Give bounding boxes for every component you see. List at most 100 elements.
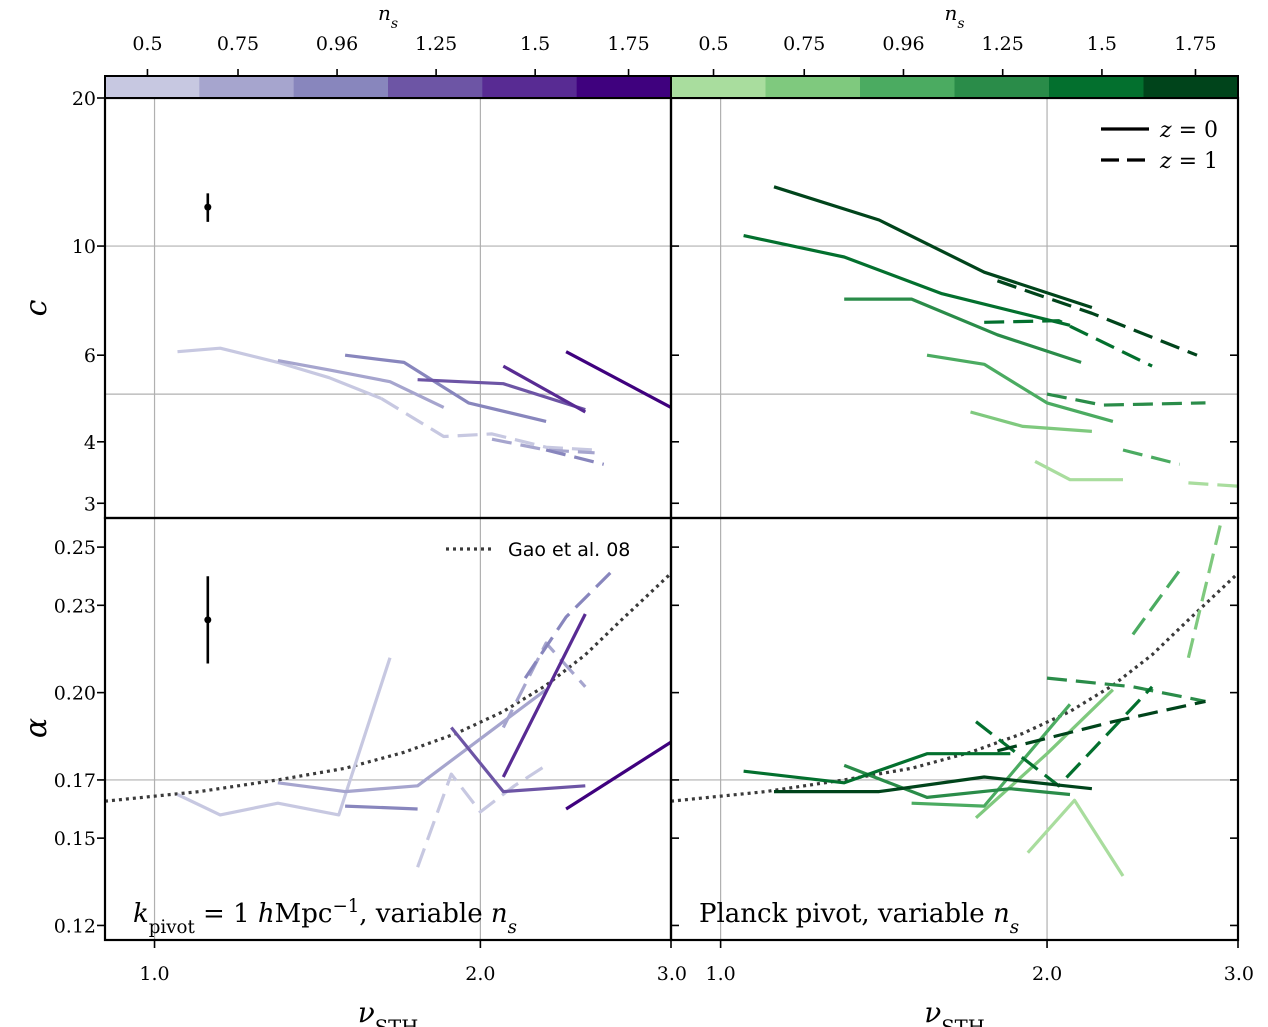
series-line-z0-ns0 bbox=[177, 346, 382, 400]
colorbar-layer bbox=[104, 69, 1239, 99]
colorbar-swatch bbox=[671, 76, 766, 98]
panel-annotation: kpivot = 1 hMpc−1, variable ns bbox=[133, 896, 517, 938]
series-line-z1-ns3 bbox=[1046, 676, 1206, 703]
colorbar-tick-label: 1.75 bbox=[607, 33, 649, 55]
x-axis-label: νSTH bbox=[358, 996, 419, 1027]
series-line-z0-ns1 bbox=[974, 688, 1115, 819]
y-tick-label-bottom: 0.17 bbox=[54, 770, 96, 792]
panel-frame bbox=[669, 516, 1240, 942]
y-axis-label-bottom: α bbox=[19, 718, 54, 738]
colorbar-swatch bbox=[576, 76, 672, 98]
series-line-z0-ns0 bbox=[176, 657, 392, 817]
series-line-z0-ns2 bbox=[344, 353, 547, 423]
series-line-z1-ns5 bbox=[997, 699, 1206, 753]
errorbar-point bbox=[204, 616, 212, 624]
colorbar-tick-label: 1.5 bbox=[520, 33, 550, 55]
series-line-z1-ns1 bbox=[501, 641, 587, 729]
colorbar-swatch bbox=[954, 76, 1050, 98]
colorbar-tick-label: 0.75 bbox=[217, 33, 259, 55]
colorbar-swatch bbox=[293, 76, 389, 98]
series-line-z0-ns4 bbox=[501, 613, 587, 778]
series-line-z1-ns0 bbox=[416, 764, 547, 868]
panel-annotation: Planck pivot, variable ns bbox=[699, 899, 1019, 938]
series-line-z0-ns5 bbox=[773, 185, 1093, 310]
text-layer: kpivot = 1 hMpc−1, variable ns Planck piv… bbox=[19, 1, 1254, 1027]
colorbar-tick-label: 0.96 bbox=[316, 33, 358, 55]
x-tick-label: 2.0 bbox=[465, 963, 495, 985]
y-tick-label-bottom: 0.25 bbox=[54, 537, 96, 559]
x-axis-label: νSTH bbox=[924, 996, 985, 1027]
colorbar-tick-label: 0.5 bbox=[698, 33, 728, 55]
x-tick-label: 2.0 bbox=[1032, 963, 1062, 985]
x-tick-label: 1.0 bbox=[706, 963, 736, 985]
colorbar-swatch bbox=[388, 76, 483, 98]
colorbar-swatch bbox=[860, 76, 955, 98]
legend-label: z = 0 bbox=[1159, 118, 1218, 143]
curve-layer bbox=[105, 185, 1238, 877]
colorbar-swatch bbox=[1049, 76, 1144, 98]
colorbar-swatch bbox=[482, 76, 578, 98]
colorbar-tick-label: 1.25 bbox=[415, 33, 457, 55]
colorbar-label: ns bbox=[944, 1, 964, 32]
frame-layer bbox=[97, 96, 1240, 948]
colorbar-tick-label: 0.5 bbox=[132, 33, 162, 55]
colorbar-tick-label: 0.75 bbox=[783, 33, 825, 55]
x-tick-label: 3.0 bbox=[1224, 963, 1254, 985]
colorbar-swatch bbox=[199, 76, 295, 98]
series-line-z1-ns1 bbox=[491, 437, 595, 455]
legend-label: z = 1 bbox=[1159, 149, 1218, 174]
colorbar-swatch bbox=[105, 76, 200, 98]
colorbar-tick-label: 0.96 bbox=[882, 33, 924, 55]
errorbar-point bbox=[204, 203, 212, 211]
series-line-z0-ns1 bbox=[277, 359, 445, 409]
y-tick-label-top: 3 bbox=[84, 493, 96, 515]
panel-frame bbox=[103, 96, 673, 520]
series-line-z1-ns2 bbox=[545, 448, 605, 466]
series-line-z1-ns0 bbox=[380, 397, 595, 452]
series-line-z0-ns4 bbox=[743, 234, 1071, 327]
x-tick-label: 1.0 bbox=[139, 963, 169, 985]
series-line-z1-ns2 bbox=[1122, 448, 1180, 466]
panel-frame bbox=[103, 516, 673, 942]
series-line-z0-ns1 bbox=[277, 688, 548, 794]
series-line-z0-ns2 bbox=[926, 353, 1114, 423]
series-line-z1-ns2 bbox=[1131, 569, 1181, 636]
reference-curve-gao08 bbox=[105, 572, 671, 803]
y-tick-label-top: 10 bbox=[72, 236, 96, 258]
colorbar-swatch bbox=[765, 76, 861, 98]
y-tick-label-bottom: 0.23 bbox=[54, 595, 96, 617]
colorbar-tick-label: 1.5 bbox=[1087, 33, 1117, 55]
series-line-z0-ns3 bbox=[844, 297, 1082, 364]
y-tick-label-top: 20 bbox=[72, 88, 96, 110]
y-tick-label-bottom: 0.15 bbox=[54, 828, 96, 850]
x-tick-label: 3.0 bbox=[657, 963, 687, 985]
y-tick-label-top: 4 bbox=[84, 432, 96, 454]
series-line-z0-ns2 bbox=[345, 804, 418, 811]
series-line-z0-ns5 bbox=[774, 775, 1093, 794]
colorbar-frame bbox=[670, 75, 1239, 99]
legend-label-gao: Gao et al. 08 bbox=[508, 539, 630, 561]
colorbar-swatch bbox=[1143, 76, 1239, 98]
series-line-z1-ns4 bbox=[984, 319, 1153, 368]
series-line-z0-ns4 bbox=[502, 364, 587, 414]
series-line-z1-ns5 bbox=[996, 279, 1198, 357]
panel-frame bbox=[669, 96, 1240, 520]
series-line-z1-ns3 bbox=[1046, 392, 1206, 407]
series-line-z0-ns3 bbox=[843, 763, 1071, 800]
series-line-z0-ns3 bbox=[450, 726, 586, 794]
reference-curve-gao08 bbox=[671, 572, 1238, 803]
colorbar-tick-label: 1.75 bbox=[1174, 33, 1216, 55]
series-line-z0-ns0 bbox=[1034, 459, 1123, 482]
series-line-z0-ns3 bbox=[417, 378, 586, 412]
colorbar-tick-label: 1.25 bbox=[982, 33, 1024, 55]
y-tick-label-top: 6 bbox=[84, 345, 96, 367]
series-line-z0-ns4 bbox=[743, 752, 1011, 785]
series-line-z1-ns1 bbox=[1186, 518, 1224, 659]
y-tick-label-bottom: 0.20 bbox=[54, 683, 96, 705]
series-line-z0-ns5 bbox=[565, 350, 671, 409]
series-line-z1-ns2 bbox=[523, 569, 614, 679]
series-line-z1-ns0 bbox=[1188, 481, 1238, 488]
y-tick-label-bottom: 0.12 bbox=[54, 915, 96, 937]
series-line-z0-ns5 bbox=[565, 740, 671, 811]
